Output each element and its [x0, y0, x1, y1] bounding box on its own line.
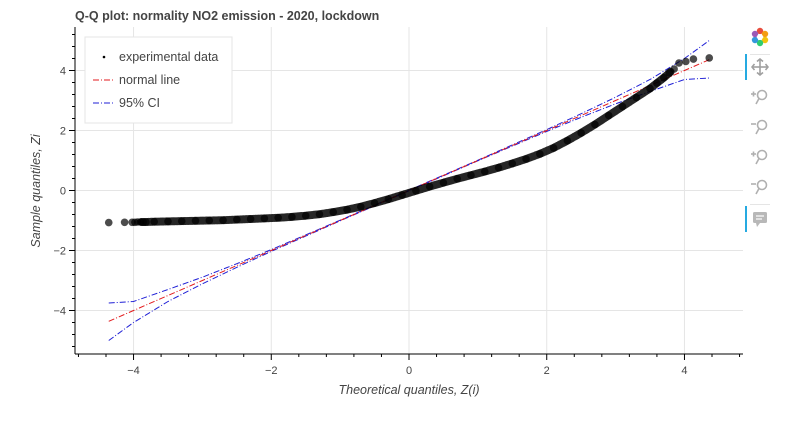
data-point — [563, 136, 572, 145]
data-point — [675, 59, 683, 67]
data-point — [164, 217, 172, 226]
y-tick-label: 0 — [60, 186, 66, 198]
y-tick-label: 2 — [60, 126, 66, 138]
data-point — [301, 211, 310, 220]
pan-tool-icon[interactable] — [745, 54, 773, 80]
data-point — [150, 217, 158, 226]
data-point — [604, 111, 613, 120]
data-point — [689, 55, 698, 63]
data-point — [467, 171, 475, 179]
data-point — [177, 217, 186, 225]
data-point — [508, 159, 517, 168]
data-point — [370, 199, 379, 207]
data-point — [522, 155, 530, 163]
data-point — [356, 202, 365, 211]
data-point — [439, 178, 448, 187]
data-point — [653, 79, 661, 87]
data-point — [682, 57, 690, 66]
data-point — [549, 144, 558, 152]
legend[interactable]: experimental data normal line 95% CI — [84, 36, 233, 124]
data-point — [260, 214, 269, 223]
data-point — [219, 216, 227, 224]
data-point — [453, 175, 462, 183]
chart-title: Q-Q plot: normality NO2 emission - 2020,… — [75, 9, 379, 23]
zoom-out-y-icon[interactable] — [747, 174, 773, 200]
data-point — [246, 215, 255, 223]
data-point — [705, 54, 714, 62]
data-point — [191, 217, 200, 225]
x-tick-label: 2 — [544, 365, 550, 377]
data-point — [646, 84, 654, 93]
data-point — [660, 73, 668, 82]
data-point — [315, 210, 324, 218]
x-axis-label: Theoretical quantiles, Z(i) — [338, 383, 479, 397]
data-point — [274, 214, 282, 222]
legend-item-ci[interactable]: 95% CI — [93, 96, 160, 110]
data-point — [591, 120, 599, 129]
bokeh-logo-icon[interactable] — [747, 24, 773, 50]
zoom-out-x-icon[interactable] — [747, 114, 773, 140]
legend-label: experimental data — [119, 50, 218, 64]
data-point — [618, 102, 627, 111]
y-tick-label: −2 — [53, 246, 66, 258]
tick-labels: −4 −2 0 2 4 −4 −2 0 2 4 — [53, 66, 687, 378]
data-point — [329, 208, 338, 216]
data-point — [536, 150, 544, 158]
data-point — [205, 216, 214, 225]
legend-label: 95% CI — [119, 96, 160, 110]
legend-marker-dot — [102, 55, 106, 59]
data-point — [233, 215, 241, 224]
data-point — [343, 205, 351, 214]
data-point — [670, 65, 678, 73]
data-point — [142, 218, 150, 226]
data-point — [120, 218, 129, 227]
experimental-points — [104, 54, 714, 227]
data-point — [398, 191, 406, 199]
zoom-in-y-icon[interactable] — [747, 144, 773, 170]
legend-item-normal-line[interactable]: normal line — [93, 73, 180, 87]
zoom-in-x-icon[interactable] — [747, 84, 773, 110]
data-point — [384, 195, 393, 203]
data-point — [425, 182, 434, 191]
y-tick-label: 4 — [60, 66, 66, 78]
toolbar — [742, 24, 778, 239]
x-tick-label: 4 — [681, 365, 687, 377]
y-axis-label: Sample quantiles, Zi — [29, 133, 43, 247]
y-tick-label: −4 — [53, 306, 66, 318]
data-point — [104, 218, 113, 227]
legend-label: normal line — [119, 73, 180, 87]
hover-tool-icon[interactable] — [745, 206, 773, 232]
data-point — [632, 93, 641, 102]
data-point — [577, 129, 585, 137]
x-tick-label: −2 — [265, 365, 278, 377]
x-tick-label: −4 — [127, 365, 140, 377]
x-tick-label: 0 — [406, 365, 412, 377]
legend-item-experimental[interactable]: experimental data — [102, 50, 219, 64]
data-point — [480, 167, 489, 176]
data-point — [494, 163, 503, 172]
data-point — [288, 213, 296, 221]
axes — [69, 27, 743, 360]
data-point — [412, 187, 420, 195]
